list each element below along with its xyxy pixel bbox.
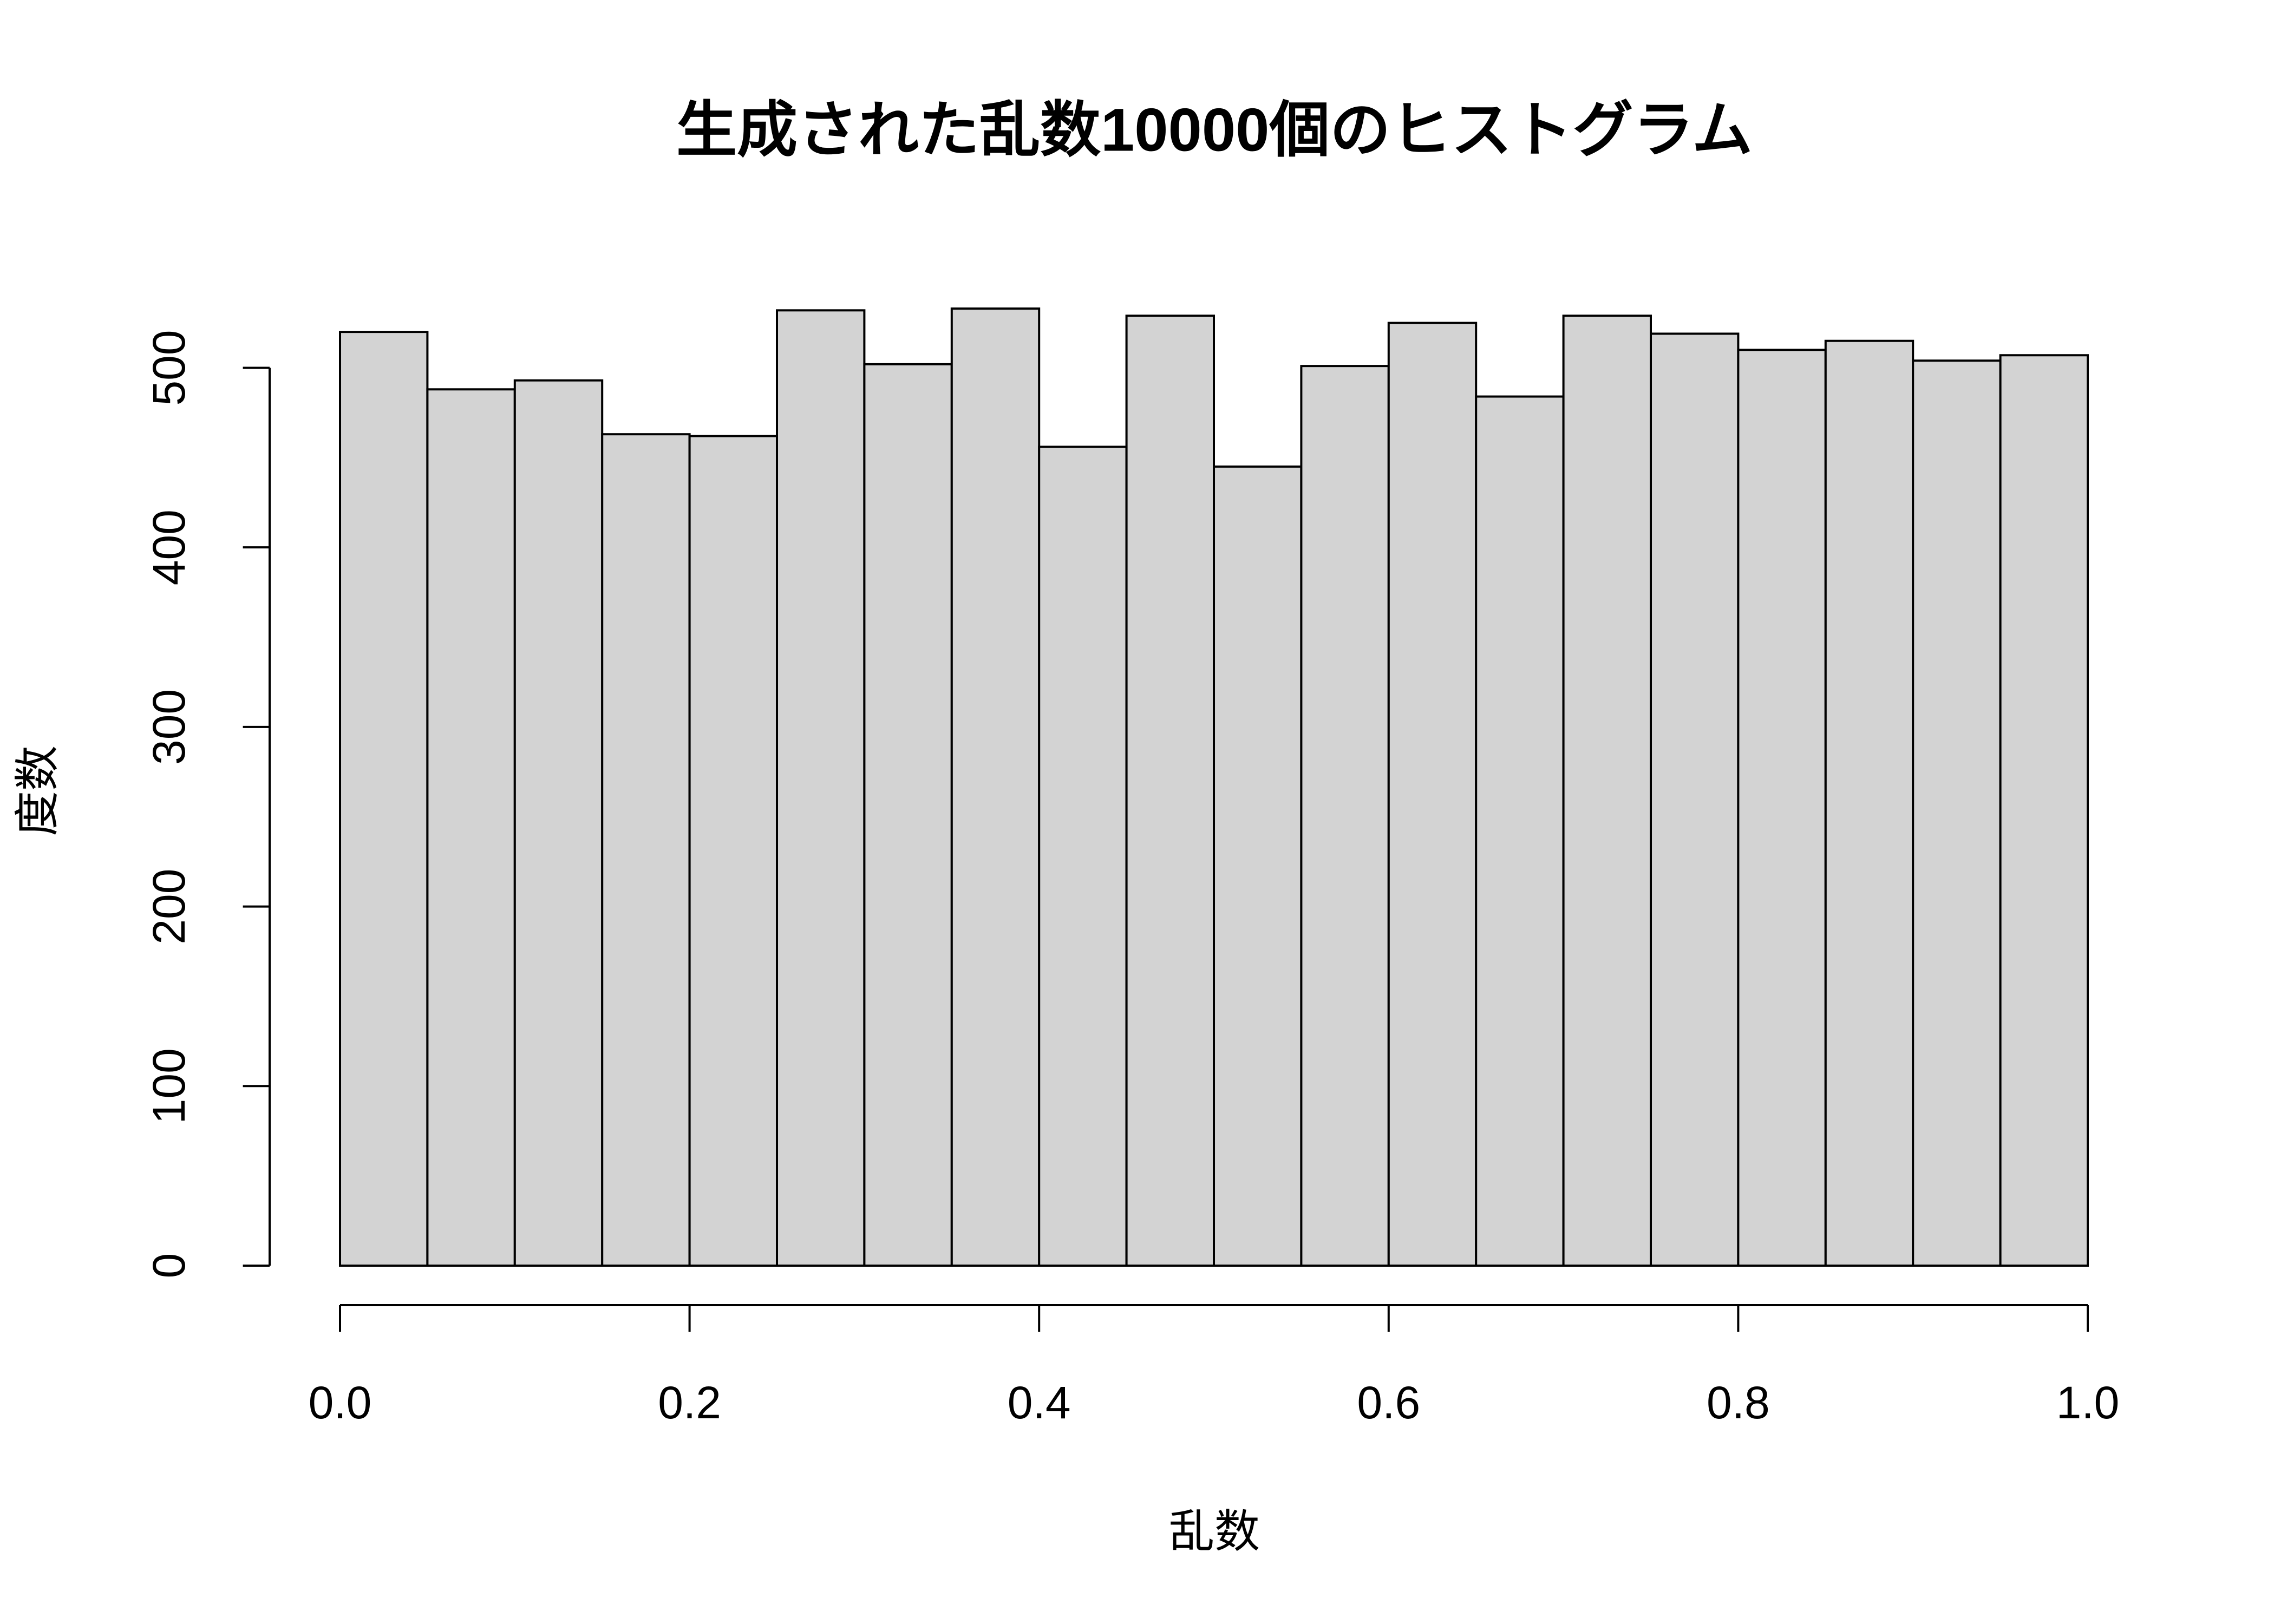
y-tick-label: 100 — [143, 1048, 194, 1124]
x-axis-title: 乱数 — [1169, 1506, 1260, 1557]
bar — [1038, 446, 1128, 1267]
bar — [1737, 349, 1827, 1267]
x-tick-label: 1.0 — [2056, 1377, 2120, 1428]
bar — [601, 433, 691, 1267]
x-tick-label: 0.0 — [309, 1377, 372, 1428]
bar — [688, 435, 778, 1267]
y-tick-label: 300 — [143, 689, 194, 765]
bar — [863, 363, 953, 1267]
chart-title: 生成された乱数10000個のヒストグラム — [676, 96, 1753, 164]
bar — [950, 307, 1041, 1267]
x-tick-label: 0.8 — [1707, 1377, 1770, 1428]
y-tick-label: 400 — [143, 509, 194, 585]
bar — [426, 388, 516, 1267]
bar — [1912, 359, 2002, 1267]
x-tick-label: 0.4 — [1008, 1377, 1071, 1428]
y-tick-label: 200 — [143, 869, 194, 945]
bar — [1387, 322, 1478, 1267]
y-tick-label: 0 — [143, 1253, 194, 1279]
bar — [776, 309, 866, 1267]
bar — [1562, 315, 1652, 1267]
bar — [513, 379, 604, 1267]
x-tick-label: 0.2 — [658, 1377, 721, 1428]
y-axis-title: 度数 — [12, 745, 63, 836]
x-tick-label: 0.6 — [1357, 1377, 1420, 1428]
bar — [1300, 365, 1390, 1267]
bar — [1824, 339, 1914, 1267]
bar — [339, 331, 429, 1267]
y-tick-label: 500 — [143, 330, 194, 405]
bar — [1650, 332, 1740, 1267]
bar — [1125, 315, 1216, 1267]
bar — [1213, 465, 1303, 1267]
bar — [1999, 354, 2089, 1267]
bar — [1475, 395, 1565, 1267]
